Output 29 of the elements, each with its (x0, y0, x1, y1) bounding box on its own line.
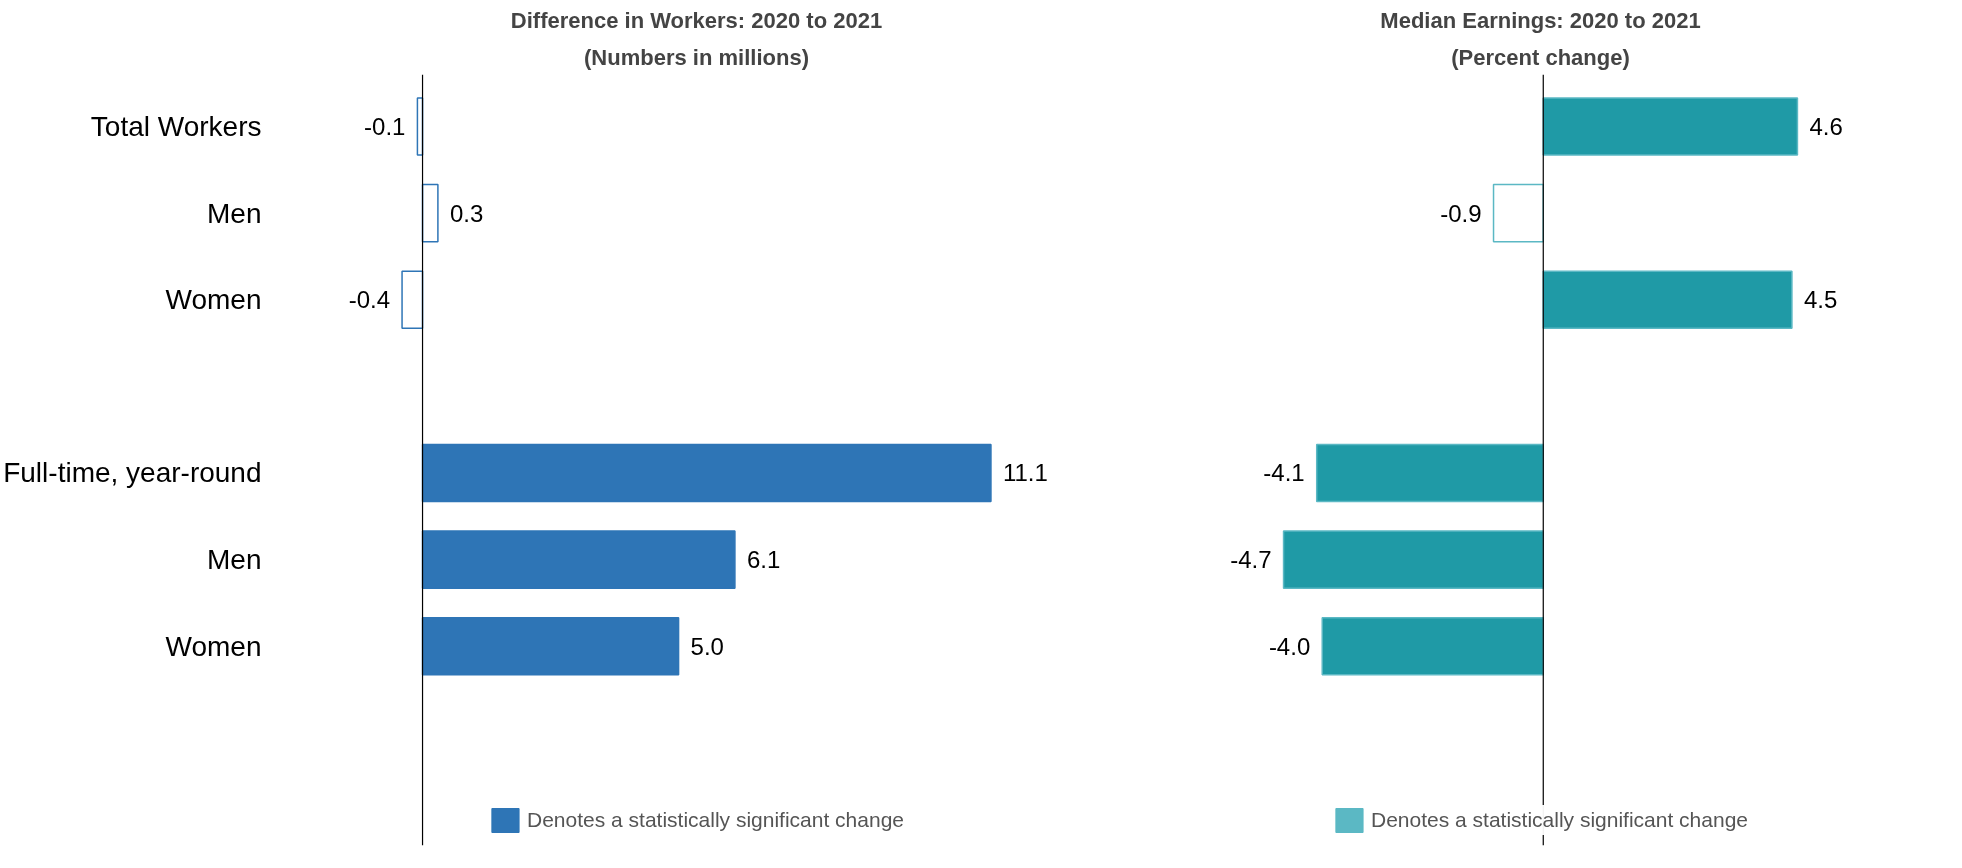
data-label: -0.9 (1440, 199, 1482, 227)
data-label: -4.7 (1230, 546, 1272, 574)
y-tick-label: Women (165, 630, 262, 662)
data-label: 0.3 (449, 199, 484, 227)
data-label: 5.0 (690, 632, 724, 660)
data-label: -0.4 (348, 286, 391, 314)
data-label: 11.1 (1002, 459, 1048, 487)
bar (421, 443, 992, 503)
bar (421, 183, 439, 243)
data-label: 4.5 (1803, 286, 1838, 314)
data-label: -0.1 (364, 112, 406, 140)
y-tick-label: Men (207, 197, 262, 229)
y-tick-label: Women (165, 284, 262, 316)
bar (421, 616, 680, 676)
data-label: -4.0 (1268, 632, 1311, 660)
legend-label: Denotes a statistically significant change (1370, 808, 1749, 832)
data-label: 6.1 (746, 546, 781, 574)
data-label: -4.1 (1263, 459, 1305, 487)
chart-title: Median Earnings: 2020 to 2021 (1380, 7, 1701, 33)
legend-label: Denotes a statistically significant change (526, 808, 905, 832)
data-label: 4.6 (1809, 112, 1843, 140)
y-tick-label: Men (207, 544, 262, 576)
y-tick-label: Total Workers (90, 110, 262, 142)
chart-subtitle: (Numbers in millions) (584, 44, 809, 70)
chart-subtitle: (Percent change) (1451, 44, 1630, 70)
y-tick-label: Full-time, year-round (3, 457, 262, 489)
chart-title: Difference in Workers: 2020 to 2021 (510, 7, 883, 33)
bar (401, 270, 424, 330)
bar (421, 530, 736, 589)
